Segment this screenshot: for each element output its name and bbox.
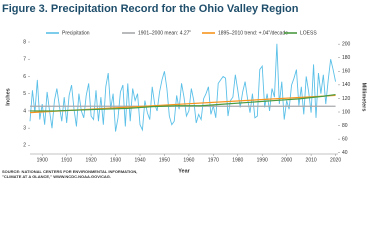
y2-axis-label: Millimeters bbox=[361, 83, 367, 112]
x-tick-label: 1970 bbox=[208, 157, 219, 163]
series-line bbox=[30, 93, 336, 112]
y2-tick-label: 200 bbox=[342, 41, 351, 47]
legend-label: 1901–2000 mean: 4.27" bbox=[138, 30, 191, 36]
x-tick-label: 1940 bbox=[134, 157, 145, 163]
x-tick-label: 1900 bbox=[37, 157, 48, 163]
y2-tick-label: 40 bbox=[342, 150, 348, 156]
y2-tick-label: 60 bbox=[342, 136, 348, 142]
legend-label: LOESS bbox=[300, 30, 317, 36]
y2-tick-label: 140 bbox=[342, 82, 351, 88]
chart-title: Figure 3. Precipitation Record for the O… bbox=[2, 3, 299, 15]
x-tick-label: 1990 bbox=[257, 157, 268, 163]
y-tick-label: 4 bbox=[23, 108, 26, 114]
series-line bbox=[29, 43, 337, 132]
y-tick-label: 3 bbox=[23, 125, 26, 131]
y2-tick-label: 160 bbox=[342, 69, 351, 75]
y2-tick-label: 180 bbox=[342, 55, 351, 61]
source: "CLIMATE AT A GLANCE," WWW.NCDC.NOAA.GOV… bbox=[2, 174, 111, 179]
x-tick-label: 1910 bbox=[61, 157, 72, 163]
x-tick-label: 1920 bbox=[86, 157, 97, 163]
y2-tick-label: 120 bbox=[342, 96, 351, 102]
y-tick-label: 6 bbox=[23, 74, 26, 80]
x-tick-label: 1930 bbox=[110, 157, 121, 163]
legend-label: 1895–2010 trend: +.04"/decade bbox=[218, 30, 288, 36]
y-tick-label: 5 bbox=[23, 91, 26, 97]
x-tick-label: 1980 bbox=[232, 157, 243, 163]
chart: Figure 3. Precipitation Record for the O… bbox=[2, 3, 367, 179]
source: SOURCE: NATIONAL CENTERS FOR ENVIRONMENT… bbox=[2, 169, 137, 174]
x-tick-label: 1960 bbox=[183, 157, 194, 163]
legend-label: Precipitation bbox=[62, 30, 90, 36]
y2-tick-label: 80 bbox=[342, 123, 348, 129]
x-tick-label: 2020 bbox=[330, 157, 341, 163]
x-tick-label: 2000 bbox=[281, 157, 292, 163]
y-tick-label: 7 bbox=[23, 57, 26, 63]
y-tick-label: 8 bbox=[23, 39, 26, 45]
x-tick-label: 2010 bbox=[306, 157, 317, 163]
y2-tick-label: 100 bbox=[342, 109, 351, 115]
x-axis-label: Year bbox=[178, 168, 190, 174]
x-tick-label: 1950 bbox=[159, 157, 170, 163]
y-axis-label: Inches bbox=[5, 88, 11, 105]
y-tick-label: 2 bbox=[23, 143, 26, 149]
